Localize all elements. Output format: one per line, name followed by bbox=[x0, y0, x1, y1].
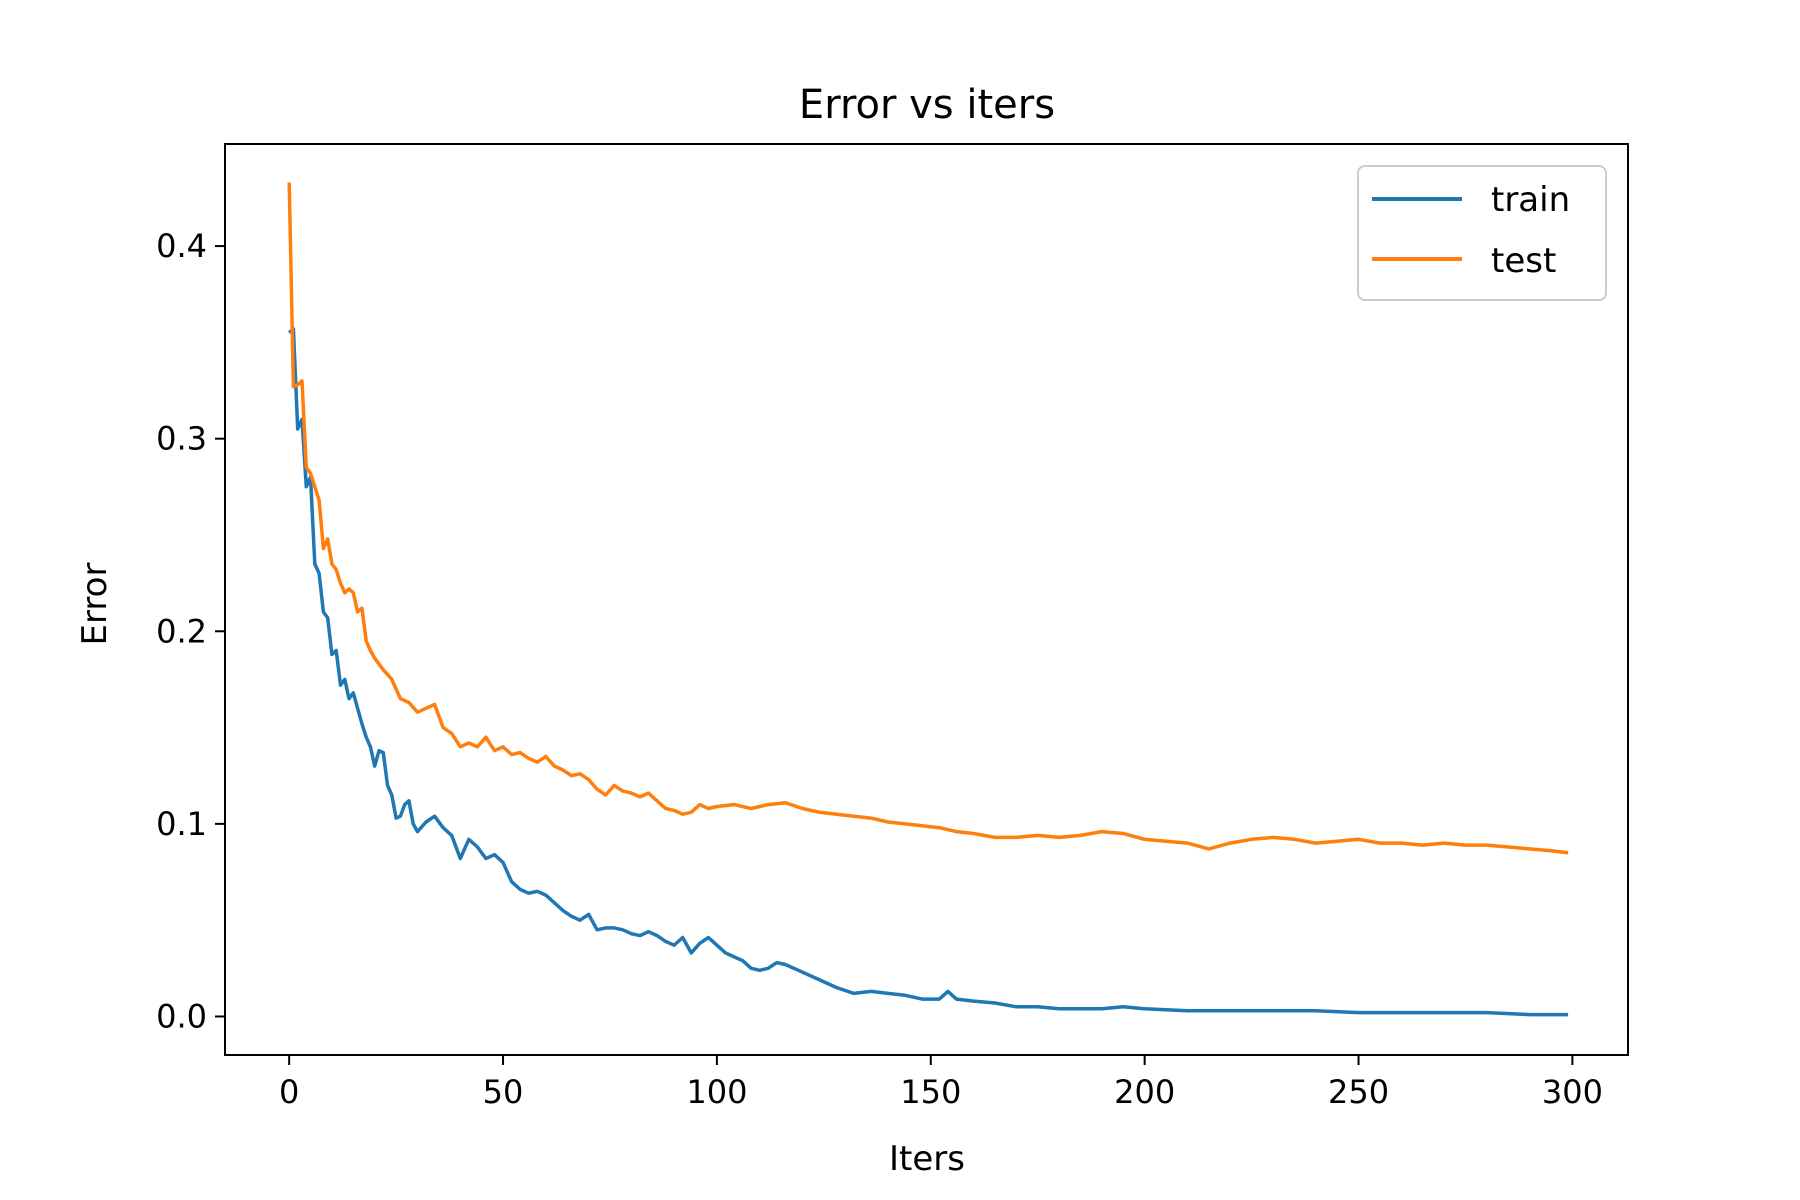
y-tick-label: 0.3 bbox=[156, 420, 207, 458]
series-line-train bbox=[288, 327, 1569, 1017]
y-tick-label: 0.2 bbox=[156, 612, 207, 650]
legend-label-test: test bbox=[1491, 241, 1556, 281]
series-line-test bbox=[287, 182, 1569, 855]
x-tick-label: 250 bbox=[1328, 1073, 1389, 1111]
x-axis-label: Iters bbox=[889, 1139, 965, 1179]
x-tick-label: 50 bbox=[483, 1073, 524, 1111]
plot-frame bbox=[224, 143, 1629, 1056]
x-tick-label: 100 bbox=[686, 1073, 747, 1111]
y-tick-label: 0.0 bbox=[156, 997, 207, 1035]
y-tick-label: 0.4 bbox=[156, 227, 207, 265]
y-axis: 0.0 0.1 0.2 0.3 0.4 bbox=[156, 227, 225, 1035]
legend: train test bbox=[1357, 165, 1607, 301]
y-tick-label: 0.1 bbox=[156, 805, 207, 843]
chart-title: Error vs iters bbox=[799, 82, 1055, 128]
y-axis-label: Error bbox=[75, 563, 115, 646]
x-axis: 0 50 100 150 200 250 300 bbox=[279, 1055, 1603, 1111]
series-layer bbox=[287, 182, 1569, 1017]
x-tick-label: 300 bbox=[1542, 1073, 1603, 1111]
x-tick-label: 0 bbox=[279, 1073, 299, 1111]
legend-label-train: train bbox=[1491, 180, 1570, 220]
x-tick-label: 150 bbox=[900, 1073, 961, 1111]
x-tick-label: 200 bbox=[1114, 1073, 1175, 1111]
